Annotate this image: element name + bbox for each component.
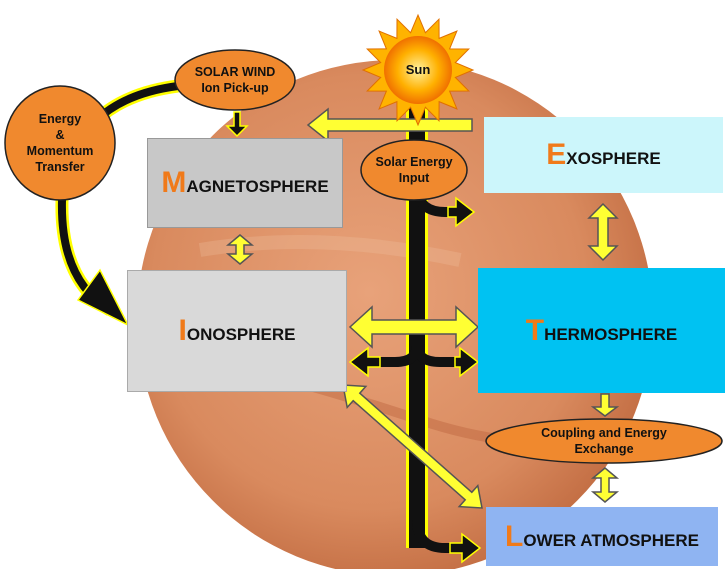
label: SOLAR WIND: [195, 64, 276, 80]
lower-atmosphere-box: LOWER ATMOSPHERE: [486, 507, 718, 566]
label: &: [55, 127, 64, 143]
exosphere-box: EXOSPHERE: [484, 117, 723, 193]
label: Energy: [39, 111, 81, 127]
coupling-label: Coupling and Energy Exchange: [486, 419, 722, 463]
label: Exchange: [574, 441, 633, 457]
solar-input-label: Solar Energy Input: [361, 140, 467, 200]
thermosphere-box: THERMOSPHERE: [478, 268, 725, 393]
ionosphere-box: IONOSPHERE: [127, 270, 347, 392]
label: EXOSPHERE: [546, 138, 661, 172]
label: Transfer: [35, 159, 84, 175]
label: MAGNETOSPHERE: [161, 166, 328, 200]
label: Coupling and Energy: [541, 425, 667, 441]
solar-wind-label: SOLAR WIND Ion Pick-up: [175, 50, 295, 110]
label: THERMOSPHERE: [526, 314, 678, 348]
magnetosphere-box: MAGNETOSPHERE: [147, 138, 343, 228]
label: Momentum: [27, 143, 94, 159]
label: Sun: [406, 62, 431, 78]
label: Input: [399, 170, 430, 186]
sun-label: Sun: [398, 60, 438, 80]
label: LOWER ATMOSPHERE: [505, 520, 699, 554]
diagram: Sun SOLAR WIND Ion Pick-up Energy & Mome…: [0, 0, 725, 569]
label: Ion Pick-up: [201, 80, 268, 96]
label: Solar Energy: [375, 154, 452, 170]
label: IONOSPHERE: [179, 314, 296, 348]
energy-label: Energy & Momentum Transfer: [5, 86, 115, 200]
